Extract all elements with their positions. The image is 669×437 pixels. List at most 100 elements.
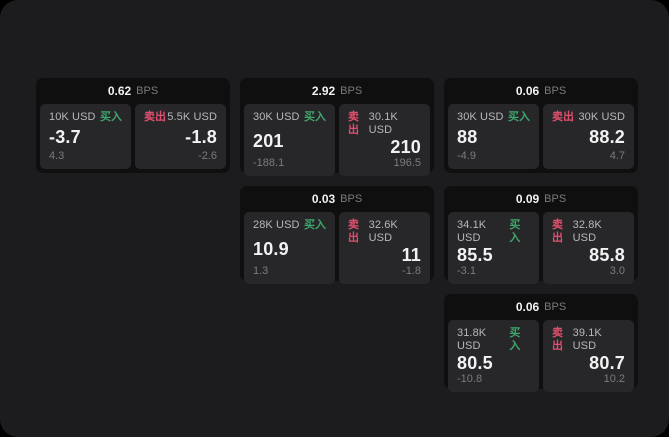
panels-row: 30K USD 买入 201 -188.1 卖出 30.1K USD 210 1… <box>240 104 434 180</box>
buy-panel[interactable]: 10K USD 买入 -3.7 4.3 <box>40 104 131 169</box>
buy-side-label: 买入 <box>509 219 521 244</box>
buy-price: -3.7 <box>49 127 81 147</box>
buy-change: -4.9 <box>457 150 476 162</box>
sell-panel-top: 卖出 30.1K USD <box>348 111 421 137</box>
buy-side-label: 买入 <box>508 111 530 123</box>
sell-side-label: 卖出 <box>348 111 359 136</box>
sell-panel-top: 卖出 32.8K USD <box>552 219 625 245</box>
bps-value: 0.06 <box>515 84 540 98</box>
buy-side-label: 买入 <box>304 111 326 123</box>
sell-side-label: 卖出 <box>552 111 574 123</box>
buy-amount: 28K USD <box>253 219 300 231</box>
buy-change: -3.1 <box>457 265 476 277</box>
sell-panel[interactable]: 卖出 32.6K USD 11 -1.8 <box>339 212 430 284</box>
buy-panel-top: 31.8K USD 买入 <box>457 327 530 353</box>
card-header: 0.09 BPS <box>444 186 638 212</box>
panels-row: 28K USD 买入 10.9 1.3 卖出 32.6K USD 11 -1.8 <box>240 212 434 288</box>
panels-row: 31.8K USD 买入 80.5 -10.8 卖出 39.1K USD 80.… <box>444 320 638 396</box>
sell-price: 11 <box>401 245 421 265</box>
buy-panel-top: 30K USD 买入 <box>457 111 530 124</box>
bps-unit-label: BPS <box>544 193 567 205</box>
sell-amount: 30.1K USD <box>368 111 398 136</box>
buy-price: 80.5 <box>457 353 493 373</box>
buy-change: 4.3 <box>49 150 65 162</box>
quote-card: 0.62 BPS 10K USD 买入 -3.7 4.3 卖出 5.5K USD… <box>36 78 230 173</box>
sell-panel[interactable]: 卖出 30K USD 88.2 4.7 <box>543 104 634 169</box>
sell-price: 210 <box>390 137 421 157</box>
buy-amount: 10K USD <box>49 111 96 123</box>
buy-price: 88 <box>457 127 478 147</box>
card-header: 0.06 BPS <box>444 294 638 320</box>
buy-price: 201 <box>253 130 284 151</box>
sell-amount: 32.8K USD <box>572 219 602 244</box>
sell-amount: 39.1K USD <box>572 327 602 352</box>
sell-change: -1.8 <box>402 265 421 277</box>
card-header: 0.03 BPS <box>240 186 434 212</box>
sell-side-label: 卖出 <box>348 219 359 244</box>
bps-value: 0.06 <box>515 300 540 314</box>
quote-card: 0.09 BPS 34.1K USD 买入 85.5 -3.1 卖出 32.8K… <box>444 186 638 284</box>
panels-row: 34.1K USD 买入 85.5 -3.1 卖出 32.8K USD 85.8… <box>444 212 638 288</box>
sell-side-label: 卖出 <box>552 219 563 244</box>
bps-unit-label: BPS <box>340 193 363 205</box>
sell-price: -1.8 <box>185 127 217 147</box>
quote-card: 2.92 BPS 30K USD 买入 201 -188.1 卖出 30.1K … <box>240 78 434 176</box>
sell-change: 3.0 <box>609 265 625 277</box>
buy-side-label: 买入 <box>304 219 326 231</box>
card-header: 2.92 BPS <box>240 78 434 104</box>
sell-panel-top: 卖出 30K USD <box>552 111 625 124</box>
sell-panel-top: 卖出 39.1K USD <box>552 327 625 353</box>
buy-amount: 30K USD <box>457 111 504 123</box>
quote-card: 0.06 BPS 31.8K USD 买入 80.5 -10.8 卖出 39.1… <box>444 294 638 392</box>
buy-panel-top: 30K USD 买入 <box>253 111 326 124</box>
bps-unit-label: BPS <box>136 85 159 97</box>
buy-price: 10.9 <box>253 238 289 259</box>
buy-amount: 30K USD <box>253 111 300 123</box>
sell-change: -2.6 <box>198 150 217 162</box>
sell-panel[interactable]: 卖出 5.5K USD -1.8 -2.6 <box>135 104 226 169</box>
bps-unit-label: BPS <box>544 85 567 97</box>
buy-panel[interactable]: 31.8K USD 买入 80.5 -10.8 <box>448 320 539 392</box>
sell-amount: 5.5K USD <box>167 111 217 123</box>
sell-side-label: 卖出 <box>144 111 166 123</box>
sell-panel[interactable]: 卖出 30.1K USD 210 196.5 <box>339 104 430 176</box>
quote-card: 0.03 BPS 28K USD 买入 10.9 1.3 卖出 32.6K US… <box>240 186 434 284</box>
buy-panel-top: 10K USD 买入 <box>49 111 122 124</box>
sell-panel-top: 卖出 32.6K USD <box>348 219 421 245</box>
buy-panel[interactable]: 30K USD 买入 201 -188.1 <box>244 104 335 176</box>
sell-price: 80.7 <box>589 353 625 373</box>
sell-side-label: 卖出 <box>552 327 563 352</box>
bps-value: 0.03 <box>311 192 336 206</box>
buy-amount: 31.8K USD <box>457 327 487 352</box>
bps-value: 0.09 <box>515 192 540 206</box>
buy-panel[interactable]: 34.1K USD 买入 85.5 -3.1 <box>448 212 539 284</box>
buy-change: 1.3 <box>253 265 269 277</box>
buy-change: -188.1 <box>253 157 285 169</box>
bps-value: 0.62 <box>107 84 132 98</box>
buy-panel[interactable]: 28K USD 买入 10.9 1.3 <box>244 212 335 284</box>
panels-row: 30K USD 买入 88 -4.9 卖出 30K USD 88.2 4.7 <box>444 104 638 173</box>
buy-price: 85.5 <box>457 245 493 265</box>
sell-change: 196.5 <box>393 157 421 169</box>
quote-card: 0.06 BPS 30K USD 买入 88 -4.9 卖出 30K USD 8… <box>444 78 638 173</box>
buy-side-label: 买入 <box>509 327 521 352</box>
bps-unit-label: BPS <box>340 85 363 97</box>
buy-side-label: 买入 <box>100 111 122 123</box>
sell-change: 4.7 <box>609 150 625 162</box>
sell-change: 10.2 <box>603 373 625 385</box>
sell-panel-top: 卖出 5.5K USD <box>144 111 217 124</box>
buy-panel-top: 34.1K USD 买入 <box>457 219 530 245</box>
sell-price: 88.2 <box>589 127 625 147</box>
buy-panel[interactable]: 30K USD 买入 88 -4.9 <box>448 104 539 169</box>
card-header: 0.62 BPS <box>36 78 230 104</box>
panels-row: 10K USD 买入 -3.7 4.3 卖出 5.5K USD -1.8 -2.… <box>36 104 230 173</box>
sell-price: 85.8 <box>589 245 625 265</box>
sell-panel[interactable]: 卖出 32.8K USD 85.8 3.0 <box>543 212 634 284</box>
bps-unit-label: BPS <box>544 301 567 313</box>
sell-panel[interactable]: 卖出 39.1K USD 80.7 10.2 <box>543 320 634 392</box>
sell-amount: 30K USD <box>578 111 625 123</box>
buy-amount: 34.1K USD <box>457 219 487 244</box>
sell-amount: 32.6K USD <box>368 219 398 244</box>
card-header: 0.06 BPS <box>444 78 638 104</box>
